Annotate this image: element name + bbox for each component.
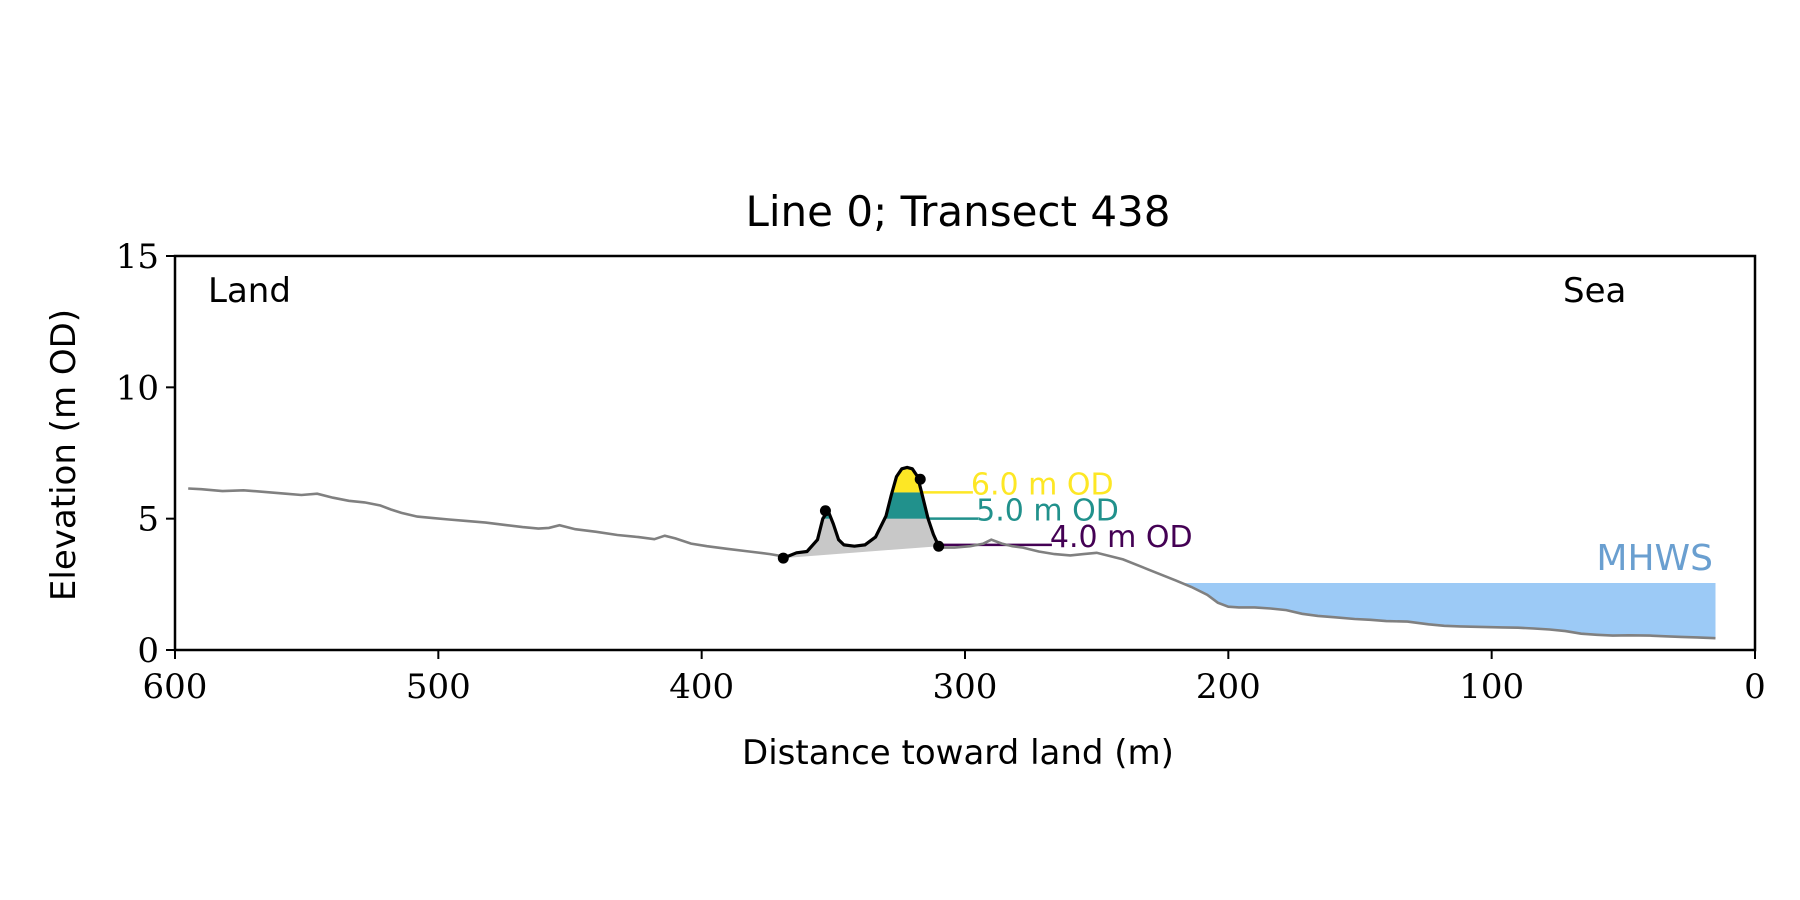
y-tick-label: 5 <box>137 500 159 540</box>
level-label: 5.0 m OD <box>976 494 1119 529</box>
land-annotation: Land <box>208 271 291 311</box>
x-axis-label: Distance toward land (m) <box>742 733 1174 773</box>
y-tick-label: 0 <box>137 631 159 671</box>
x-tick-label: 200 <box>1196 667 1261 707</box>
dune-point <box>819 505 831 517</box>
y-tick-label: 15 <box>116 237 159 277</box>
dune-point <box>777 552 789 564</box>
mhws-label: MHWS <box>1596 538 1713 579</box>
sea-annotation: Sea <box>1563 271 1626 311</box>
y-axis-label: Elevation (m OD) <box>44 309 84 601</box>
chart-title: Line 0; Transect 438 <box>745 187 1170 236</box>
dune-point <box>933 540 945 552</box>
level-label: 4.0 m OD <box>1050 520 1193 555</box>
x-tick-label: 0 <box>1744 667 1766 707</box>
x-tick-label: 500 <box>406 667 471 707</box>
plot-frame <box>173 254 1757 652</box>
level-label: 6.0 m OD <box>971 467 1114 502</box>
y-tick-label: 10 <box>116 368 159 408</box>
profile-line-seaward <box>938 538 1716 640</box>
x-tick-label: 400 <box>669 667 734 707</box>
x-tick-label: 600 <box>143 667 208 707</box>
dune-point <box>914 473 926 485</box>
x-tick-label: 100 <box>1459 667 1524 707</box>
profile-line-landward <box>188 487 787 559</box>
volume-band-fill <box>783 467 939 493</box>
mhws-water-fill <box>1183 583 1716 639</box>
x-tick-label: 300 <box>933 667 998 707</box>
